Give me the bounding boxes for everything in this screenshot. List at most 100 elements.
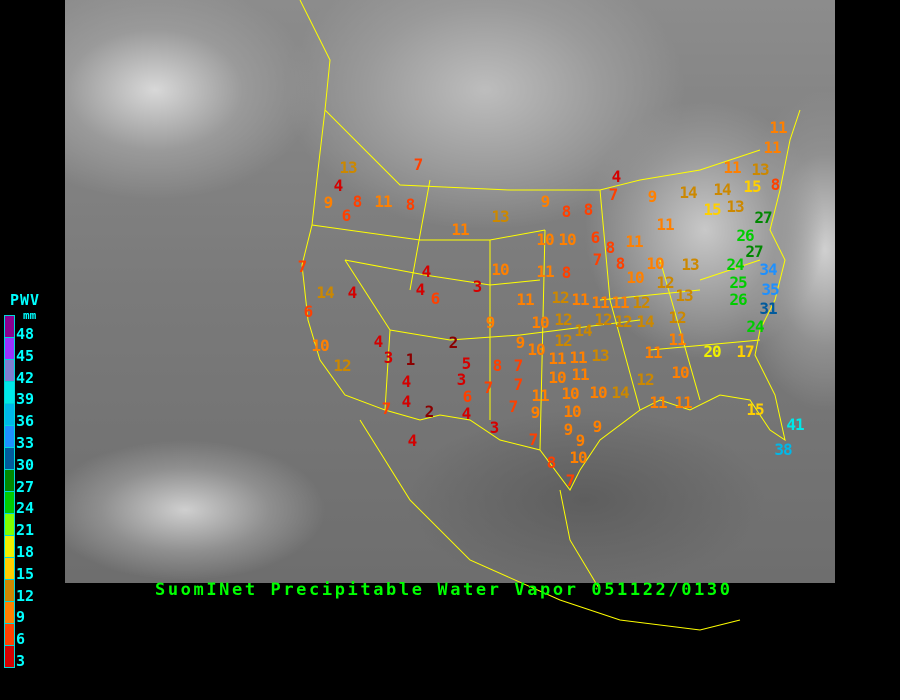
station-pwv-value: 3 <box>456 370 467 389</box>
color-segment <box>5 448 14 470</box>
mexico-outline <box>359 419 741 631</box>
station-pwv-value: 8 <box>583 200 594 219</box>
station-pwv-value: 10 <box>491 260 509 279</box>
satellite-image <box>65 0 835 583</box>
legend-label: PWV <box>10 291 41 309</box>
station-pwv-value: 10 <box>527 340 545 359</box>
station-pwv-value: 11 <box>668 330 686 349</box>
station-pwv-value: 14 <box>611 383 629 402</box>
station-pwv-value: 4 <box>407 431 418 450</box>
station-pwv-value: 3 <box>489 418 500 437</box>
station-pwv-value: 4 <box>347 283 358 302</box>
station-pwv-value: 7 <box>528 430 539 449</box>
station-pwv-value: 13 <box>591 346 609 365</box>
legend-tick: 39 <box>16 390 35 409</box>
station-pwv-value: 4 <box>415 280 426 299</box>
station-pwv-value: 11 <box>569 348 587 367</box>
station-pwv-value: 10 <box>569 448 587 467</box>
station-pwv-value: 4 <box>421 262 432 281</box>
station-pwv-value: 5 <box>461 354 472 373</box>
color-segment <box>5 316 14 338</box>
station-pwv-value: 9 <box>530 403 541 422</box>
station-pwv-value: 6 <box>303 302 314 321</box>
station-pwv-value: 13 <box>681 255 699 274</box>
station-pwv-value: 11 <box>723 158 741 177</box>
station-pwv-value: 9 <box>575 431 586 450</box>
color-segment <box>5 514 14 536</box>
station-pwv-value: 12 <box>554 310 572 329</box>
legend-unit: mm <box>23 309 37 322</box>
legend-tick: 3 <box>16 652 26 670</box>
legend-tick: 18 <box>16 543 35 561</box>
station-pwv-value: 11 <box>611 293 629 312</box>
station-pwv-value: 8 <box>615 254 626 273</box>
station-pwv-value: 17 <box>736 342 754 361</box>
station-pwv-value: 38 <box>774 440 792 459</box>
station-pwv-value: 8 <box>605 238 616 257</box>
station-pwv-value: 7 <box>513 356 524 375</box>
station-pwv-value: 7 <box>381 399 392 418</box>
station-pwv-value: 6 <box>590 228 601 247</box>
station-pwv-value: 7 <box>508 397 519 416</box>
station-pwv-value: 10 <box>558 230 576 249</box>
station-pwv-value: 10 <box>548 368 566 387</box>
station-pwv-value: 8 <box>546 453 557 472</box>
station-pwv-value: 12 <box>594 310 612 329</box>
station-pwv-value: 13 <box>339 158 357 177</box>
station-pwv-value: 7 <box>413 155 424 174</box>
color-segment <box>5 492 14 514</box>
station-pwv-value: 13 <box>491 207 509 226</box>
station-pwv-value: 12 <box>632 293 650 312</box>
station-pwv-value: 2 <box>424 402 435 421</box>
station-pwv-value: 8 <box>561 202 572 221</box>
legend-tick: 9 <box>16 608 26 627</box>
station-pwv-value: 34 <box>759 260 777 279</box>
station-pwv-value: 9 <box>485 313 496 332</box>
station-pwv-value: 3 <box>472 277 483 296</box>
legend-tick: 12 <box>16 586 35 605</box>
station-pwv-value: 11 <box>571 290 589 309</box>
station-pwv-value: 26 <box>736 226 754 245</box>
station-pwv-value: 11 <box>763 138 781 157</box>
station-pwv-value: 8 <box>770 175 781 194</box>
station-pwv-value: 11 <box>374 192 392 211</box>
station-pwv-value: 11 <box>625 232 643 251</box>
station-pwv-value: 9 <box>540 192 551 211</box>
station-pwv-value: 7 <box>565 471 576 490</box>
station-pwv-value: 4 <box>611 167 622 186</box>
station-pwv-value: 7 <box>592 250 603 269</box>
station-pwv-value: 13 <box>726 197 744 216</box>
station-pwv-value: 2 <box>448 333 459 352</box>
station-pwv-value: 20 <box>703 342 721 361</box>
legend-tick: 6 <box>16 630 26 649</box>
station-pwv-value: 10 <box>311 336 329 355</box>
legend-tick: 48 <box>16 325 35 343</box>
station-pwv-value: 8 <box>352 192 363 211</box>
station-pwv-value: 8 <box>561 263 572 282</box>
legend-tick: 27 <box>16 477 35 496</box>
station-pwv-value: 15 <box>703 200 721 219</box>
color-segment <box>5 602 14 624</box>
station-pwv-value: 11 <box>644 343 662 362</box>
station-pwv-value: 41 <box>786 415 804 434</box>
station-pwv-value: 4 <box>401 392 412 411</box>
station-pwv-value: 7 <box>513 375 524 394</box>
station-pwv-value: 12 <box>554 331 572 350</box>
color-segment <box>5 646 14 667</box>
station-pwv-value: 7 <box>483 378 494 397</box>
station-pwv-value: 4 <box>401 372 412 391</box>
station-pwv-value: 27 <box>754 208 772 227</box>
station-pwv-value: 11 <box>516 290 534 309</box>
station-pwv-value: 9 <box>515 333 526 352</box>
color-segment <box>5 536 14 558</box>
canada-border <box>324 109 761 191</box>
station-pwv-value: 15 <box>746 400 764 419</box>
legend-tick: 30 <box>16 455 35 474</box>
station-pwv-value: 6 <box>341 206 352 225</box>
station-pwv-value: 14 <box>679 183 697 202</box>
station-pwv-value: 4 <box>461 404 472 423</box>
color-segment <box>5 404 14 426</box>
station-pwv-value: 10 <box>626 268 644 287</box>
station-pwv-value: 10 <box>589 383 607 402</box>
color-scale-bar <box>4 315 15 668</box>
